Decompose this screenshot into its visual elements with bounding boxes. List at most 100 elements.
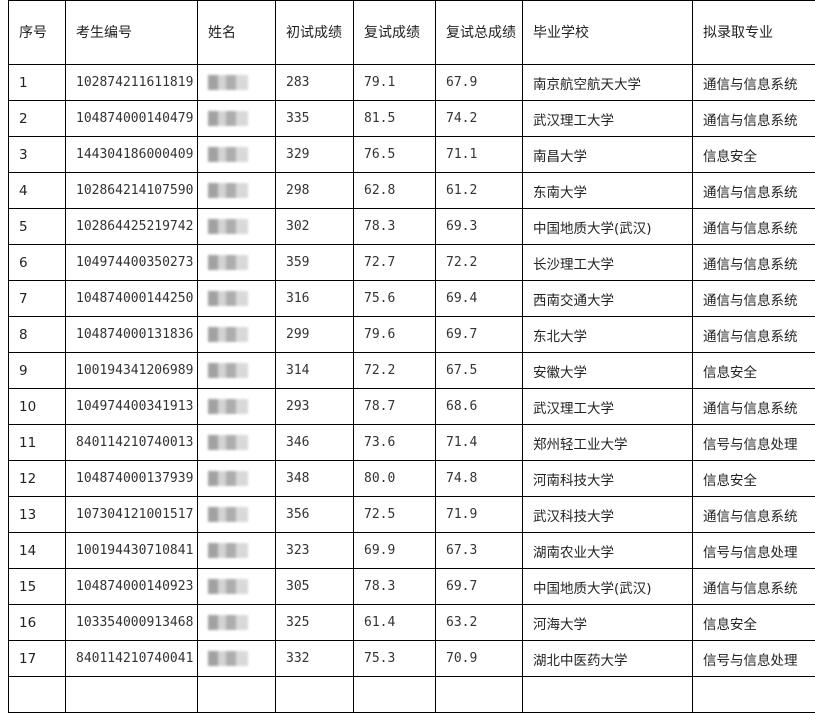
redacted-name xyxy=(208,651,248,666)
redacted-name xyxy=(208,291,248,306)
initial-score: 323 xyxy=(276,533,354,569)
major: 通信与信息系统 xyxy=(693,281,815,317)
redacted-name xyxy=(208,75,248,90)
major: 通信与信息系统 xyxy=(693,317,815,353)
candidate-id: 104874000137939 xyxy=(66,461,198,497)
major: 通信与信息系统 xyxy=(693,569,815,605)
redacted-name xyxy=(208,327,248,342)
school: 河海大学 xyxy=(523,605,693,641)
retest-score: 69.9 xyxy=(354,533,436,569)
total-score: 67.9 xyxy=(436,65,523,101)
row-number: 8 xyxy=(9,317,66,353)
candidate-name-blurred xyxy=(198,353,276,389)
total-score: 71.4 xyxy=(436,425,523,461)
major: 信息安全 xyxy=(693,353,815,389)
redacted-name xyxy=(208,579,248,594)
candidate-name-blurred xyxy=(198,173,276,209)
school: 中国地质大学(武汉) xyxy=(523,209,693,245)
retest-score: 79.6 xyxy=(354,317,436,353)
school: 南京航空航天大学 xyxy=(523,65,693,101)
initial-score: 302 xyxy=(276,209,354,245)
school: 湖北中医药大学 xyxy=(523,641,693,677)
major: 信号与信息处理 xyxy=(693,533,815,569)
row-number: 16 xyxy=(9,605,66,641)
retest-score: 78.7 xyxy=(354,389,436,425)
total-score: 74.2 xyxy=(436,101,523,137)
redacted-name xyxy=(208,363,248,378)
candidate-name-blurred xyxy=(198,389,276,425)
total-score: 72.2 xyxy=(436,245,523,281)
school: 西南交通大学 xyxy=(523,281,693,317)
major: 信息安全 xyxy=(693,461,815,497)
row-number: 13 xyxy=(9,497,66,533)
retest-score: 76.5 xyxy=(354,137,436,173)
major: 通信与信息系统 xyxy=(693,497,815,533)
redacted-name xyxy=(208,435,248,450)
candidate-id: 100194430710841 xyxy=(66,533,198,569)
candidate-id: 103354000913468 xyxy=(66,605,198,641)
school: 东南大学 xyxy=(523,173,693,209)
major: 信息安全 xyxy=(693,137,815,173)
major: 信号与信息处理 xyxy=(693,641,815,677)
header-major: 拟录取专业 xyxy=(693,1,815,65)
candidate-id: 107304121001517 xyxy=(66,497,198,533)
redacted-name xyxy=(208,399,248,414)
header-row: 序号考生编号姓名初试成绩复试成绩复试总成绩毕业学校拟录取专业 xyxy=(9,1,815,65)
school: 河南科技大学 xyxy=(523,461,693,497)
initial-score: 298 xyxy=(276,173,354,209)
redacted-name xyxy=(208,615,248,630)
total-score: 69.7 xyxy=(436,569,523,605)
row-number: 15 xyxy=(9,569,66,605)
retest-score: 72.2 xyxy=(354,353,436,389)
initial-score: 348 xyxy=(276,461,354,497)
candidate-id: 840114210740041 xyxy=(66,641,198,677)
redacted-name xyxy=(208,147,248,162)
initial-score: 305 xyxy=(276,569,354,605)
total-score: 69.7 xyxy=(436,317,523,353)
initial-score: 316 xyxy=(276,281,354,317)
header-retest-score: 复试成绩 xyxy=(354,1,436,65)
candidate-id: 100194341206989 xyxy=(66,353,198,389)
school: 武汉理工大学 xyxy=(523,101,693,137)
candidate-name-blurred xyxy=(198,497,276,533)
initial-score: 332 xyxy=(276,641,354,677)
candidate-name-blurred xyxy=(198,101,276,137)
candidate-name-blurred xyxy=(198,209,276,245)
school: 长沙理工大学 xyxy=(523,245,693,281)
school: 郑州轻工业大学 xyxy=(523,425,693,461)
initial-score: 283 xyxy=(276,65,354,101)
initial-score: 325 xyxy=(276,605,354,641)
candidate-id: 102874211611819 xyxy=(66,65,198,101)
candidate-name-blurred xyxy=(198,605,276,641)
candidate-id: 104974400341913 xyxy=(66,389,198,425)
major: 信息安全 xyxy=(693,605,815,641)
retest-score: 72.7 xyxy=(354,245,436,281)
candidate-id: 102864214107590 xyxy=(66,173,198,209)
initial-score: 359 xyxy=(276,245,354,281)
school: 武汉科技大学 xyxy=(523,497,693,533)
row-number: 4 xyxy=(9,173,66,209)
candidate-name-blurred xyxy=(198,461,276,497)
row-number: 6 xyxy=(9,245,66,281)
school: 武汉理工大学 xyxy=(523,389,693,425)
row-number: 1 xyxy=(9,65,66,101)
candidate-id: 104974400350273 xyxy=(66,245,198,281)
candidate-name-blurred xyxy=(198,137,276,173)
header-no: 序号 xyxy=(9,1,66,65)
row-number: 3 xyxy=(9,137,66,173)
initial-score: 299 xyxy=(276,317,354,353)
total-score: 70.9 xyxy=(436,641,523,677)
redacted-name xyxy=(208,543,248,558)
retest-score: 75.6 xyxy=(354,281,436,317)
retest-score: 72.5 xyxy=(354,497,436,533)
major: 通信与信息系统 xyxy=(693,389,815,425)
total-score: 74.8 xyxy=(436,461,523,497)
